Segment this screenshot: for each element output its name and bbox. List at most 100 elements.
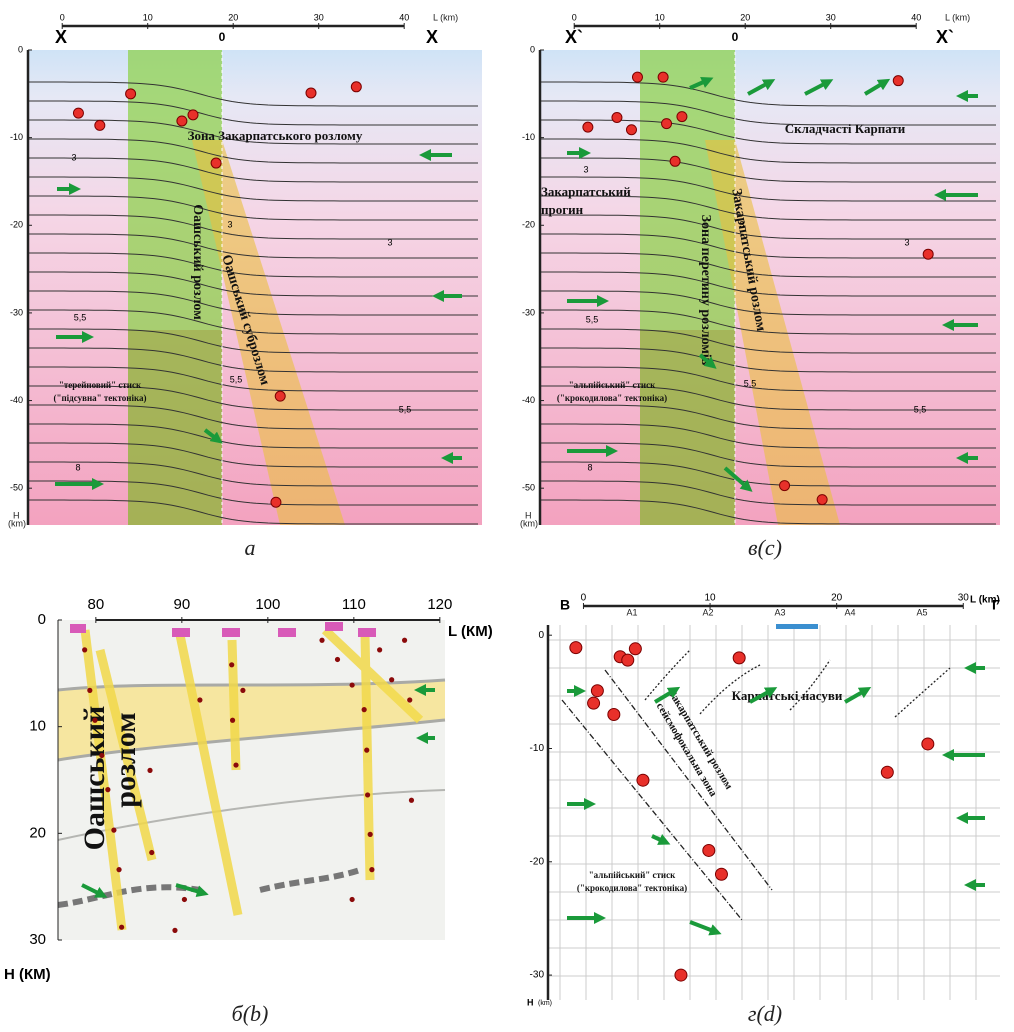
y-axis-unit: (km): [538, 1000, 552, 1007]
y-tick-label: -20: [530, 856, 545, 867]
contour-label: 3: [904, 237, 909, 247]
y-axis-unit: (km): [520, 518, 538, 528]
contour-label: 3: [739, 219, 744, 229]
hypocentre: [921, 737, 935, 751]
contour: [540, 328, 996, 354]
boundary: [259, 867, 361, 893]
hypocentre: [99, 752, 105, 759]
y-axis-label: H: [525, 510, 532, 520]
annotation: "альпійський" стиск: [569, 380, 656, 390]
annotation: "альпійський" стиск: [589, 870, 676, 880]
hypocentre: [305, 87, 317, 99]
contour: [28, 328, 478, 354]
x-axis-label: L (km): [970, 595, 1000, 606]
hypocentre: [147, 767, 153, 774]
annotation: ("крокодилова" тектоніка): [577, 883, 687, 893]
x-tick-label: 100: [255, 596, 280, 613]
y-tick-label: -40: [522, 395, 535, 405]
contour: [28, 157, 478, 183]
hypocentre: [319, 637, 325, 643]
profile-mark: 0: [732, 30, 739, 44]
stress-arrow: [651, 834, 671, 845]
hypocentre: [116, 867, 122, 873]
x-tick-label: 20: [228, 12, 238, 22]
annotation: Складчасті Карпати: [785, 121, 906, 136]
stress-arrow: [698, 353, 717, 369]
contour: [540, 442, 996, 468]
contour: [28, 347, 478, 373]
hypocentre: [72, 107, 84, 119]
y-tick-label: -20: [10, 220, 23, 230]
y-tick-label: -50: [522, 483, 535, 493]
contour: [28, 309, 478, 335]
x-tick-label: 20: [831, 593, 843, 604]
x-tick-label: 110: [342, 596, 366, 613]
x-tick-label: 0: [60, 12, 65, 22]
annotation: Зона Закарпатського розлому: [188, 128, 363, 143]
profile-mark: Г: [992, 597, 1000, 613]
caption: в(с): [748, 535, 782, 560]
contour-label: 8: [75, 462, 80, 472]
contour: [540, 480, 996, 506]
hypocentre: [361, 707, 367, 713]
hypocentre: [229, 717, 236, 723]
contour: [540, 214, 996, 240]
profile-mark: X: [55, 27, 67, 47]
contour-label: 5,5: [744, 378, 757, 388]
hypocentre: [229, 662, 235, 668]
contour: [540, 195, 996, 221]
hypocentre: [880, 765, 894, 779]
annotation: Закарпатський: [541, 184, 631, 199]
profile-mark: X: [426, 27, 438, 47]
contour: [28, 461, 478, 487]
x-tick-label: 20: [740, 12, 750, 22]
annotation: "терейновий" стиск: [59, 380, 142, 390]
hypocentre: [334, 656, 341, 663]
contour: [540, 252, 996, 278]
hypocentre: [349, 682, 355, 688]
hypocentre: [389, 677, 395, 683]
contour: [28, 176, 478, 202]
stress-arrow: [747, 79, 776, 96]
hypocentre: [82, 647, 88, 653]
x-tick-label: 10: [704, 593, 716, 604]
hypocentre: [816, 494, 828, 506]
stress-arrow: [689, 920, 722, 936]
hypocentre: [349, 896, 355, 903]
hypocentre: [172, 927, 178, 934]
hypocentre: [569, 641, 583, 655]
contour-label: 8: [587, 462, 592, 472]
contour: [540, 423, 996, 449]
contour-label: 5,5: [586, 314, 599, 324]
y-tick-label: 30: [29, 931, 46, 948]
hypocentre: [105, 787, 111, 793]
hypocentre: [367, 831, 373, 838]
stress-arrow: [723, 466, 753, 492]
contour-label: 3: [583, 164, 588, 174]
fault-overlap: [640, 330, 735, 525]
hypocentre: [125, 88, 137, 100]
y-tick-label: 0: [538, 630, 544, 641]
contour: [28, 100, 478, 126]
hypocentre: [197, 697, 203, 703]
hypocentre: [657, 71, 669, 83]
hypocentre: [364, 747, 370, 753]
annotation: Карпатські насуви: [732, 688, 843, 703]
y-tick-label: 0: [18, 44, 23, 54]
contour: [540, 233, 996, 259]
contour: [540, 157, 996, 183]
y-axis-label: H: [527, 997, 534, 1007]
contour: [540, 366, 996, 392]
hypocentre: [270, 496, 282, 508]
hypocentre: [582, 121, 594, 133]
x-tick-label: 10: [143, 12, 153, 22]
contour: [28, 385, 478, 411]
stress-arrow: [844, 687, 872, 704]
y-tick-label: -10: [522, 132, 535, 142]
station-label: А2: [702, 607, 713, 617]
x-axis-label: L (km): [945, 12, 970, 22]
contour: [540, 176, 996, 202]
hypocentre: [377, 647, 383, 653]
hypocentre: [149, 849, 155, 856]
fault-overlap: [128, 330, 222, 525]
